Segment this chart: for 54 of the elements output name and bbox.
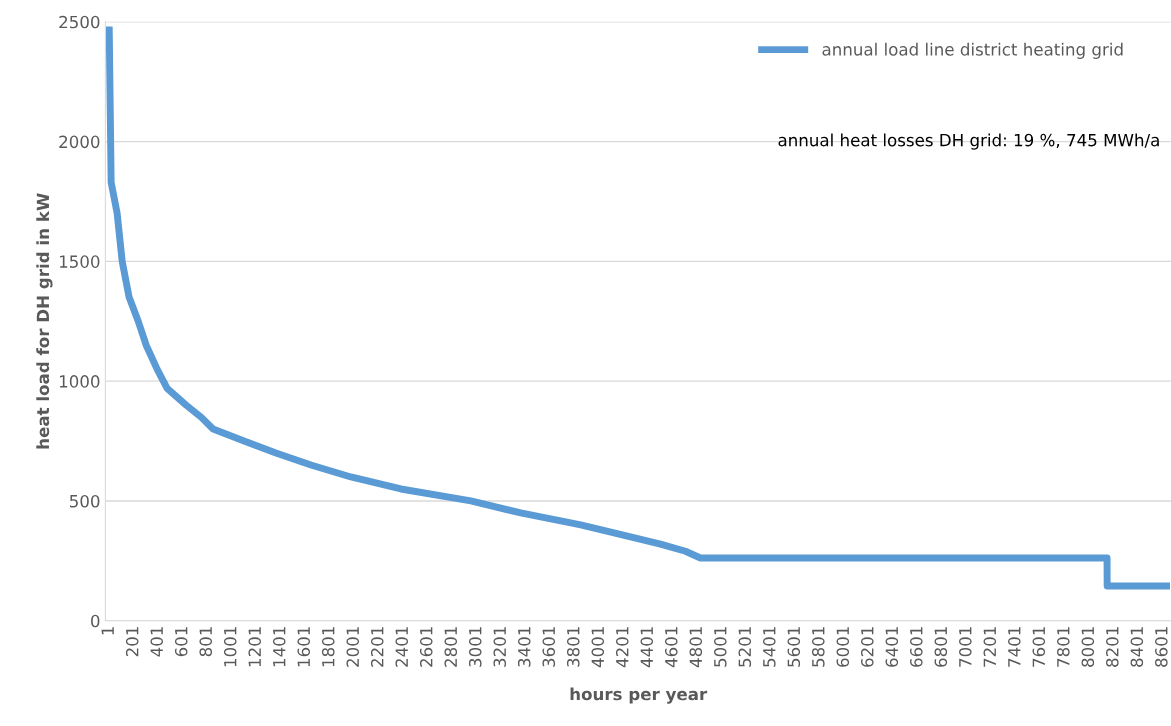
x-tick-label: 1801 [321,627,335,667]
x-tick-label: 601 [174,627,188,657]
x-tick-label: 2801 [444,627,458,667]
x-tick-label: 6001 [836,627,850,667]
y-axis-title: heat load for DH grid in kW [36,193,53,449]
x-tick-label: 7401 [1008,627,1021,667]
x-tick-label: 6801 [934,627,948,667]
x-tick-label: 7601 [1032,627,1046,667]
x-tick-label: 5001 [713,627,727,667]
x-tick-label: 201 [125,627,139,657]
x-tick-label: 1201 [248,627,262,667]
x-tick-label: 4401 [640,627,654,668]
x-tick-label: 8001 [1081,627,1095,667]
x-tick-label: 3001 [468,627,482,667]
x-tick-label: 1 [101,627,114,635]
x-tick-label: 8401 [1130,627,1144,667]
x-tick-label: 5201 [738,627,752,667]
x-tick-label: 8201 [1106,627,1119,667]
x-tick-label: 401 [150,627,164,657]
x-tick-label: 2201 [370,627,384,667]
x-tick-label: 4601 [664,627,678,668]
x-tick-label: 6601 [910,627,923,667]
x-tick-label: 2401 [395,627,409,667]
y-tick-label: 1500 [59,255,100,268]
x-tick-label: 4001 [591,627,605,668]
x-tick-label: 7001 [959,627,972,667]
x-tick-label: 801 [199,627,213,657]
x-tick-label: 5601 [787,627,801,667]
annotation: annual heat losses DH grid: 19 %, 745 MWh/a [778,133,1159,150]
x-tick-label: 6401 [885,627,899,667]
x-axis-title: hours per year [570,687,708,704]
x-tick-label: 8601 [1155,627,1168,667]
y-tick-label: 1000 [59,375,100,388]
x-tick-label: 6201 [860,627,874,667]
x-tick-label: 5801 [811,627,825,667]
x-tick-label: 5401 [762,627,776,667]
x-tick-label: 2001 [346,627,360,667]
x-tick-label: 2601 [419,627,433,667]
y-tick-label: 0 [91,614,100,628]
x-tick-label: 1601 [297,627,311,667]
x-tick-label: 4201 [615,627,629,668]
x-tick-label: 1401 [272,627,286,667]
x-tick-label: 3201 [493,627,507,667]
y-tick-label: 2500 [59,15,100,29]
x-tick-label: 1001 [223,627,237,667]
legend-label: annual load line district heating grid [822,42,1123,59]
x-tick-label: 3801 [566,627,580,667]
x-tick-label: 3601 [542,627,556,667]
x-tick-label: 4801 [689,627,703,668]
y-tick-label: 2000 [59,135,100,149]
y-tick-label: 500 [70,494,100,508]
x-tick-label: 3401 [517,627,531,667]
x-tick-label: 7801 [1057,627,1070,667]
x-tick-label: 7201 [983,627,997,667]
